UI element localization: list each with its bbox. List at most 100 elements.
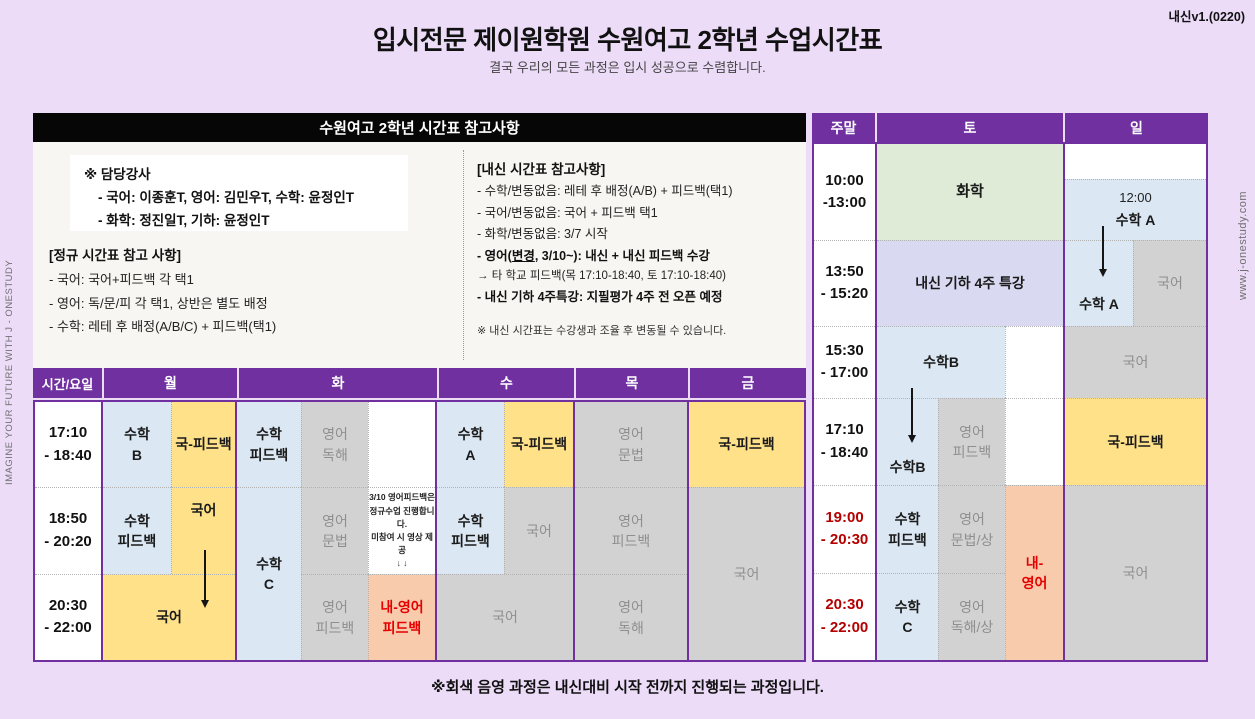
page-subtitle: 결국 우리의 모든 과정은 입시 성공으로 수렴합니다. xyxy=(489,60,766,75)
column-divider xyxy=(573,402,575,660)
class-cell-wed-korean: 국어 xyxy=(504,487,573,574)
tue-english-feedback-note: 3/10 영어피드백은 정규수업 진행합니다. 미참여 시 영상 제공 ↓ ↓ xyxy=(368,487,435,574)
time-slot: 20:30 - 22:00 xyxy=(44,596,92,637)
column-divider xyxy=(235,402,237,660)
row-divider xyxy=(814,398,875,399)
row-divider xyxy=(35,574,101,575)
column-divider xyxy=(687,402,689,660)
weekday-header-wed: 수 xyxy=(439,368,574,398)
class-cell-sun-korean-2: 국어 xyxy=(1065,326,1206,398)
column-divider xyxy=(435,402,437,660)
left-watermark: IMAGINE YOUR FUTURE WITH J - ONESTUDY xyxy=(4,259,15,485)
english-note-prefix: - 영어( xyxy=(477,248,512,263)
class-cell-thu-english-reading: 영어 독해 xyxy=(575,574,687,660)
class-cell-mon-math-feedback: 수학 피드백 xyxy=(103,487,171,574)
class-cell-thu-english-feedback: 영어 피드백 xyxy=(575,487,687,574)
down-arrow-icon xyxy=(1099,226,1107,277)
naesin-note-item: - 내신 기하 4주특강: 지필평가 4주 전 오픈 예정 xyxy=(477,289,723,304)
regular-note-item: - 수학: 레테 후 배정(A/B/C) + 피드백(택1) xyxy=(49,319,277,335)
naesin-note-item: → 타 학교 피드백(목 17:10-18:40, 토 17:10-18:40) xyxy=(477,270,726,283)
right-watermark: www.j-onestudy.com xyxy=(1237,190,1249,300)
class-cell-sat-math-b: 수학B xyxy=(877,326,1005,398)
class-cell-sat-english-reading-upper: 영어 독해/상 xyxy=(938,573,1005,660)
notes-panel: ※ 담당강사 - 국어: 이종훈T, 영어: 김민우T, 수학: 윤정인T - … xyxy=(33,142,806,368)
class-cell-tue-math-c: 수학 C xyxy=(237,487,301,660)
english-note-suffix: , 3/10~): 내신 + 내신 피드백 수강 xyxy=(534,248,710,263)
weekday-table-body: 17:10 - 18:40 18:50 - 20:20 20:30 - 22:0… xyxy=(33,400,806,662)
class-cell-sat-math-feedback: 수학 피드백 xyxy=(877,485,938,573)
class-cell-tue-math-feedback: 수학 피드백 xyxy=(237,402,301,487)
class-cell-sat-chemistry: 화학 xyxy=(877,144,1063,240)
regular-notes: [정규 시간표 참고 사항] - 국어: 국어+피드백 각 택1 - 영어: 독… xyxy=(49,244,449,338)
class-cell-sat-english-feedback: 영어 피드백 xyxy=(938,398,1005,485)
class-cell-mon-korean-feedback: 국-피드백 xyxy=(171,402,235,487)
teachers-box: ※ 담당강사 - 국어: 이종훈T, 영어: 김민우T, 수학: 윤정인T - … xyxy=(70,155,408,231)
notes-divider xyxy=(463,150,464,360)
teachers-line-1: - 국어: 이종훈T, 영어: 김민우T, 수학: 윤정인T xyxy=(98,189,355,205)
class-cell-sat-naesin-english: 내- 영어 xyxy=(1005,485,1063,660)
page-title: 입시전문 제이원학원 수원여고 2학년 수업시간표 xyxy=(372,25,883,55)
class-cell-sun-korean-feedback: 국-피드백 xyxy=(1065,398,1206,485)
class-cell-sun-math-a-2: 수학 A xyxy=(1065,240,1133,326)
class-cell-mon-korean-2: 국어 xyxy=(103,574,235,660)
teachers-title: ※ 담당강사 xyxy=(84,167,151,182)
time-slot: 17:10 - 18:40 xyxy=(820,421,869,461)
class-cell-tue-english-grammar: 영어 문법 xyxy=(301,487,368,574)
naesin-note-item: - 국어/변동없음: 국어 + 피드백 택1 xyxy=(477,205,658,220)
class-cell-wed-korean-feedback: 국-피드백 xyxy=(504,402,573,487)
empty-cell xyxy=(1005,326,1063,398)
row-divider xyxy=(814,573,875,574)
class-cell-sat-english-grammar-upper: 영어 문법/상 xyxy=(938,485,1005,573)
empty-cell xyxy=(1005,398,1063,485)
class-cell-mon-math-b: 수학 B xyxy=(103,402,171,487)
weekday-header-thu: 목 xyxy=(576,368,688,398)
class-cell-tue-english-reading: 영어 독해 xyxy=(301,402,368,487)
class-cell-sun-korean: 국어 xyxy=(1133,240,1206,326)
class-cell-tue-naesin-english-feedback: 내-영어 피드백 xyxy=(368,574,435,660)
weekend-header-time: 주말 xyxy=(812,113,875,142)
regular-notes-title: [정규 시간표 참고 사항] xyxy=(49,248,182,263)
class-cell-sat-math-c: 수학 C xyxy=(877,573,938,660)
time-slot: 13:50 - 15:20 xyxy=(820,262,869,303)
class-cell-thu-english-grammar: 영어 문법 xyxy=(575,402,687,487)
time-slot: 10:00 -13:00 xyxy=(822,171,867,212)
weekday-header-tue: 화 xyxy=(239,368,437,398)
empty-cell xyxy=(368,402,435,487)
notes-header-bar: 수원여고 2학년 시간표 참고사항 xyxy=(33,113,806,142)
column-divider xyxy=(101,402,103,660)
weekday-header-mon: 월 xyxy=(104,368,237,398)
class-cell-fri-korean-feedback: 국-피드백 xyxy=(689,402,804,487)
naesin-note-item: - 수학/변동없음: 레테 후 배정(A/B) + 피드백(택1) xyxy=(477,184,733,199)
class-cell-wed-math-feedback: 수학 피드백 xyxy=(437,487,504,574)
sun-math-a-label: 수학 A xyxy=(1115,212,1156,229)
row-divider xyxy=(814,240,875,241)
english-note-underline: 변경 xyxy=(511,248,535,263)
time-slot: 15:30 - 17:00 xyxy=(820,341,869,382)
version-label: 내신v1.(0220) xyxy=(1168,10,1245,24)
regular-note-item: - 국어: 국어+피드백 각 택1 xyxy=(49,272,194,288)
class-cell-wed-korean-2: 국어 xyxy=(437,574,573,660)
column-divider xyxy=(875,144,877,660)
weekday-header-time: 시간/요일 xyxy=(33,368,102,398)
class-cell-fri-korean: 국어 xyxy=(689,487,804,660)
regular-note-item: - 영어: 독/문/피 각 택1, 상반은 별도 배정 xyxy=(49,295,268,311)
sun-math-a-start-time: 12:00 xyxy=(1119,190,1152,206)
class-cell-tue-english-feedback: 영어 피드백 xyxy=(301,574,368,660)
class-cell-wed-math-a: 수학 A xyxy=(437,402,504,487)
footer-note: ※회색 음영 과정은 내신대비 시작 전까지 진행되는 과정입니다. xyxy=(431,679,824,696)
teachers-line-2: - 화학: 정진일T, 기하: 윤정인T xyxy=(98,212,270,228)
time-slot: 18:50 - 20:20 xyxy=(44,510,92,550)
class-cell-sat-naesin-geometry-special: 내신 기하 4주 특강 xyxy=(877,240,1063,326)
down-arrow-icon xyxy=(201,550,209,608)
down-arrow-icon xyxy=(908,388,916,443)
row-divider xyxy=(35,487,101,488)
class-cell-mon-korean: 국어 xyxy=(171,487,235,574)
weekend-header-sat: 토 xyxy=(877,113,1063,142)
naesin-notes: [내신 시간표 참고사항] - 수학/변동없음: 레테 후 배정(A/B) + … xyxy=(477,158,803,341)
row-divider xyxy=(814,485,875,486)
class-cell-sun-korean-3: 국어 xyxy=(1065,485,1206,660)
naesin-note-item: - 화학/변동없음: 3/7 시작 xyxy=(477,227,608,242)
time-slot: 17:10 - 18:40 xyxy=(44,424,92,464)
weekend-table-body: 10:00 -13:00 13:50 - 15:20 15:30 - 17:00… xyxy=(812,142,1208,662)
